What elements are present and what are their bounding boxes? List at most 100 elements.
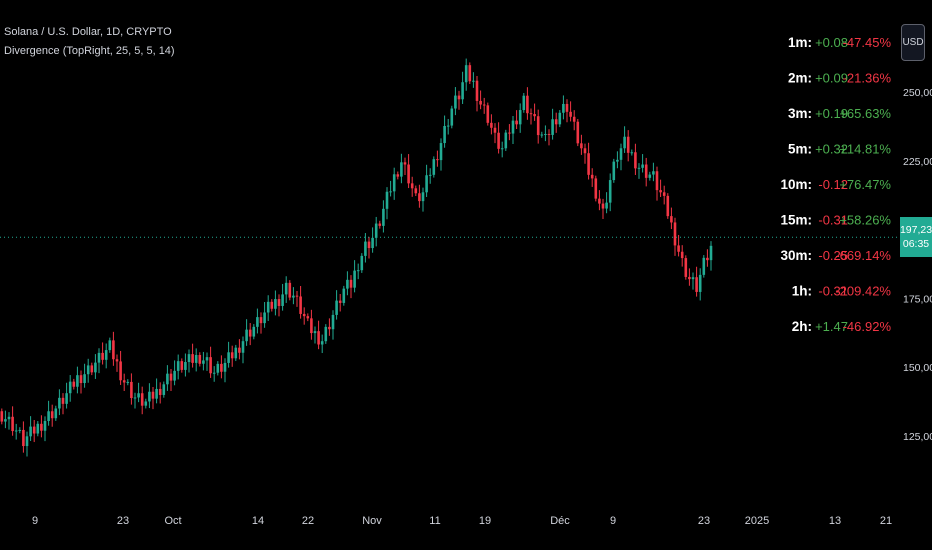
candle-body xyxy=(673,222,677,246)
candle-body xyxy=(702,257,706,275)
table-percent: +58.26% xyxy=(839,213,891,228)
candle-body xyxy=(4,419,7,422)
table-timeframe: 1m: xyxy=(788,35,812,50)
candle-body xyxy=(608,180,612,203)
candle-body xyxy=(173,370,176,381)
candle-body xyxy=(554,119,558,125)
candle-body xyxy=(515,120,518,125)
candle-body xyxy=(526,95,529,114)
candle-body xyxy=(324,326,328,342)
divergence-table: 1m: +0.08-47.45% 2m: +0.09-21.36% 3m: +0.19+6… xyxy=(780,35,891,334)
candle-body xyxy=(360,255,364,271)
candle-body xyxy=(22,429,25,447)
candle-body xyxy=(698,274,702,292)
candle-body xyxy=(346,279,349,289)
y-tick-label: 125,00 xyxy=(903,431,932,443)
x-tick-label: 13 xyxy=(829,515,841,527)
candle-body xyxy=(533,114,536,117)
candle-body xyxy=(252,326,256,337)
candle-body xyxy=(619,148,623,160)
candle-body xyxy=(403,162,407,165)
candle-body xyxy=(572,116,576,122)
candle-body xyxy=(544,133,547,135)
candle-body xyxy=(302,313,306,317)
candle-body xyxy=(25,436,29,447)
candle-body xyxy=(493,127,497,133)
x-tick-label: Oct xyxy=(164,515,181,527)
candle-body xyxy=(562,103,565,113)
candle-body xyxy=(558,112,562,125)
candle-body xyxy=(32,426,36,434)
candle-body xyxy=(598,198,601,204)
candle-body xyxy=(140,393,144,406)
candle-body xyxy=(277,299,281,306)
table-percent: +14.81% xyxy=(839,142,891,157)
candle-body xyxy=(295,295,299,297)
candle-body xyxy=(601,203,605,209)
candle-body xyxy=(43,421,47,431)
table-timeframe: 2m: xyxy=(788,71,812,86)
candle-body xyxy=(594,178,598,199)
candle-body xyxy=(320,341,324,345)
x-tick-label: 9 xyxy=(32,515,38,527)
candle-body xyxy=(378,223,382,226)
candle-body xyxy=(454,95,457,109)
x-tick-label: 14 xyxy=(252,515,264,527)
candle-body xyxy=(97,352,101,363)
candle-body xyxy=(176,361,180,371)
table-timeframe: 5m: xyxy=(788,142,812,157)
candle-body xyxy=(47,411,50,422)
table-delta: +1.47 xyxy=(815,319,848,334)
table-timeframe: 3m: xyxy=(788,106,812,121)
table-delta: -0.31 xyxy=(818,213,848,228)
currency-button[interactable]: USD xyxy=(901,24,925,61)
candle-body xyxy=(40,423,43,431)
table-timeframe: 1h: xyxy=(792,284,812,299)
candle-body xyxy=(565,103,569,112)
candle-body xyxy=(234,347,238,359)
candle-body xyxy=(587,153,590,175)
symbol-title[interactable]: Solana / U.S. Dollar, 1D, CRYPTO xyxy=(4,26,172,38)
candle-body xyxy=(497,132,500,149)
time-axis[interactable]: 9 23 Oct 14 22 Nov 11 19 Déc 9 23 2025 13 21 xyxy=(32,515,892,527)
candle-body xyxy=(382,208,385,226)
candle-body xyxy=(580,143,583,149)
candle-body xyxy=(54,408,58,419)
candle-body xyxy=(464,65,468,83)
candle-body xyxy=(194,354,198,363)
candle-body xyxy=(241,341,245,353)
candle-body xyxy=(356,270,360,272)
candle-body xyxy=(166,373,169,385)
candle-body xyxy=(281,294,284,306)
candle-body xyxy=(61,397,65,404)
table-delta: +0.09 xyxy=(815,71,848,86)
candle-body xyxy=(634,152,637,169)
candle-body xyxy=(72,381,76,387)
candle-body xyxy=(108,340,112,351)
candle-body xyxy=(436,159,439,161)
candle-body xyxy=(623,136,626,149)
candle-body xyxy=(511,120,515,134)
indicator-label[interactable]: Divergence (TopRight, 25, 5, 5, 14) xyxy=(4,45,175,57)
candle-body xyxy=(590,174,594,179)
candle-body xyxy=(479,100,482,105)
candle-body xyxy=(547,133,551,135)
candle-body xyxy=(666,195,670,217)
candle-body xyxy=(7,416,11,420)
candle-body xyxy=(353,270,356,288)
candle-body xyxy=(371,237,374,249)
table-percent: +65.63% xyxy=(839,106,891,121)
candle-body xyxy=(652,171,655,175)
candle-body xyxy=(216,363,220,373)
x-tick-label: 9 xyxy=(610,515,616,527)
candle-body xyxy=(29,426,32,437)
table-percent: -21.36% xyxy=(843,71,892,86)
x-tick-label: 22 xyxy=(302,515,314,527)
candle-body xyxy=(115,359,119,362)
candle-body xyxy=(410,183,414,189)
candle-body xyxy=(641,164,644,168)
candle-body xyxy=(11,416,14,432)
candle-body xyxy=(122,380,126,383)
